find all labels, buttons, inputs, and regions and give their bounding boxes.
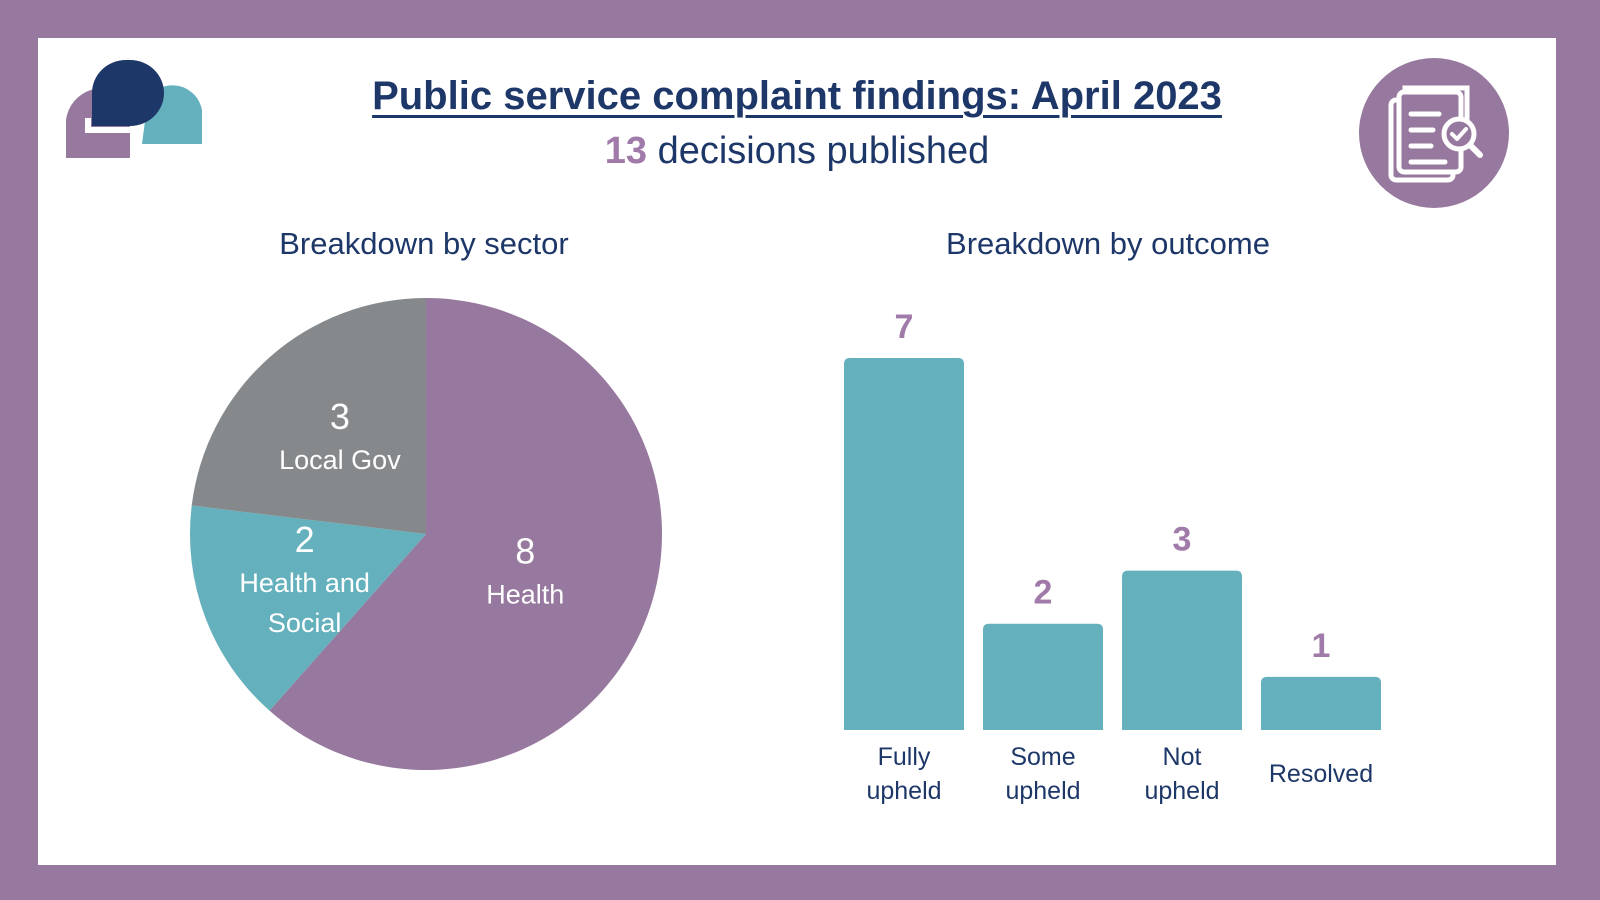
bar-category-label-some-upheld: upheld — [1005, 777, 1080, 805]
bar-value-fully-upheld: 7 — [895, 308, 914, 346]
infographic-card: Public service complaint findings: April… — [38, 38, 1556, 865]
outcome-chart-title: Breakdown by outcome — [946, 226, 1270, 261]
bar-category-label-fully-upheld: upheld — [866, 777, 941, 805]
sector-pie-chart: 8 Health 2 Health and Social 3 Local Gov — [190, 298, 662, 770]
bar-value-not-upheld: 3 — [1173, 521, 1192, 559]
bar-category-label-fully-upheld: Fully — [878, 743, 931, 771]
pie-label-health-and-social: Health and — [239, 568, 370, 598]
pie-slice-health-and-social — [190, 505, 426, 711]
pie-label-health: Health — [486, 580, 564, 610]
sector-chart-title: Breakdown by sector — [279, 226, 569, 261]
pie-label-local-gov: Local Gov — [279, 445, 401, 475]
document-magnifier-icon — [1359, 58, 1509, 208]
decisions-count: 13 — [604, 130, 648, 172]
bar-category-label-not-upheld: Not — [1163, 743, 1202, 771]
pie-label-health-and-social: Social — [268, 608, 342, 638]
speech-bubbles-logo — [66, 60, 202, 158]
pie-slice-health — [269, 298, 662, 770]
bar-category-label-resolved: Resolved — [1269, 760, 1373, 788]
pie-value-local-gov: 3 — [330, 396, 350, 437]
bar-some-upheld — [983, 623, 1103, 730]
page-title: Public service complaint findings: April… — [372, 74, 1222, 118]
bar-category-label-some-upheld: Some — [1010, 743, 1075, 771]
decisions-summary: 13 decisions published — [38, 130, 1556, 173]
bar-value-resolved: 1 — [1312, 627, 1331, 665]
pie-slice-local-gov — [191, 298, 426, 534]
pie-value-health: 8 — [515, 531, 535, 572]
bar-resolved — [1261, 676, 1381, 730]
decisions-label: decisions published — [647, 130, 990, 172]
bar-fully-upheld — [844, 358, 964, 730]
bar-not-upheld — [1122, 570, 1242, 730]
bar-category-label-not-upheld: upheld — [1144, 777, 1219, 805]
outcome-bar-chart: 7 Fully upheld 2 Some upheld 3 Not upheld 1 Resolv… — [844, 308, 1381, 805]
pie-value-health-and-social: 2 — [295, 519, 315, 560]
bar-value-some-upheld: 2 — [1034, 574, 1053, 612]
